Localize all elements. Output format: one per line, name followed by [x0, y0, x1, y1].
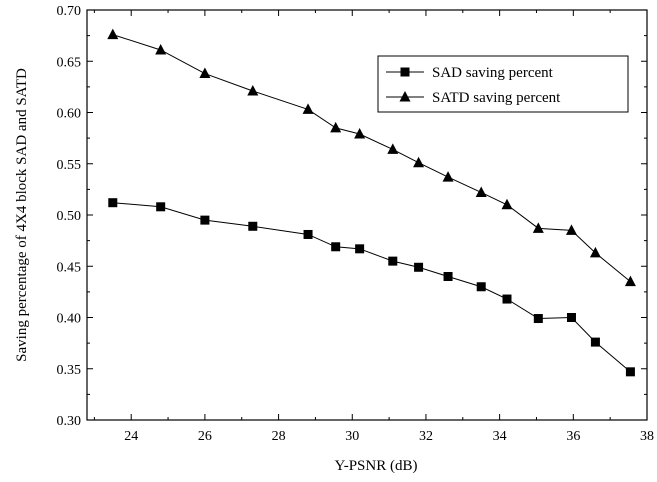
data-point [442, 171, 454, 182]
data-point [354, 128, 366, 139]
y-tick-label: 0.45 [57, 260, 82, 275]
x-tick-label: 26 [198, 429, 212, 444]
data-point [532, 222, 544, 233]
y-tick-label: 0.35 [57, 363, 82, 378]
data-point [589, 246, 601, 258]
data-point [502, 294, 512, 304]
y-tick-label: 0.40 [57, 312, 82, 327]
legend-label: SAD saving percent [432, 65, 554, 81]
data-point [413, 156, 425, 168]
legend-marker [400, 67, 410, 77]
data-point [247, 84, 259, 96]
series-sad [108, 198, 635, 377]
data-point [355, 244, 365, 254]
data-point [388, 256, 398, 266]
y-tick-label: 0.65 [57, 55, 82, 70]
x-tick-label: 32 [419, 429, 433, 444]
data-point [107, 28, 119, 40]
data-point [248, 221, 258, 231]
data-point [565, 224, 577, 235]
data-point [624, 275, 636, 287]
y-tick-label: 0.30 [57, 414, 82, 429]
data-point [387, 143, 399, 154]
series-layer [107, 28, 636, 377]
legend-marker [399, 91, 411, 102]
data-point [443, 272, 453, 281]
data-point [200, 215, 210, 225]
x-tick-label: 38 [640, 429, 654, 444]
data-point [533, 314, 543, 324]
data-point [156, 202, 166, 212]
x-tick-label: 28 [272, 429, 286, 444]
data-point [303, 229, 313, 239]
data-point [414, 262, 424, 272]
data-point [155, 43, 167, 55]
y-axis-label: Saving percentage of 4X4 block SAD and S… [14, 68, 30, 362]
series-line [112, 202, 631, 373]
data-point [501, 198, 513, 210]
y-tick-label: 0.55 [57, 158, 82, 173]
x-tick-label: 30 [345, 429, 359, 444]
data-point [590, 337, 600, 347]
legend-label: SATD saving percent [432, 90, 561, 106]
y-tick-label: 0.50 [57, 209, 82, 224]
x-tick-label: 34 [493, 429, 507, 444]
legend-box [377, 55, 629, 113]
data-point [199, 67, 211, 79]
series-satd [107, 28, 636, 287]
data-point [625, 367, 635, 377]
axes: 0.30 0.35 0.40 0.45 0.50 0.55 0.60 0.65 0.70 24 26… [57, 4, 655, 444]
x-tick-label: 36 [566, 429, 580, 444]
data-point [566, 313, 576, 322]
data-point [302, 103, 314, 114]
data-point [108, 198, 118, 208]
x-tick-label: 24 [124, 429, 138, 444]
data-point [475, 186, 487, 197]
data-point [330, 121, 342, 133]
legend: SAD saving percent SATD saving percent [377, 55, 629, 113]
data-point [331, 242, 341, 252]
series-line [112, 34, 631, 283]
y-tick-label: 0.70 [57, 4, 82, 19]
data-point [476, 282, 486, 292]
y-tick-label: 0.60 [57, 107, 82, 122]
x-axis-label: Y-PSNR (dB) [335, 458, 418, 474]
